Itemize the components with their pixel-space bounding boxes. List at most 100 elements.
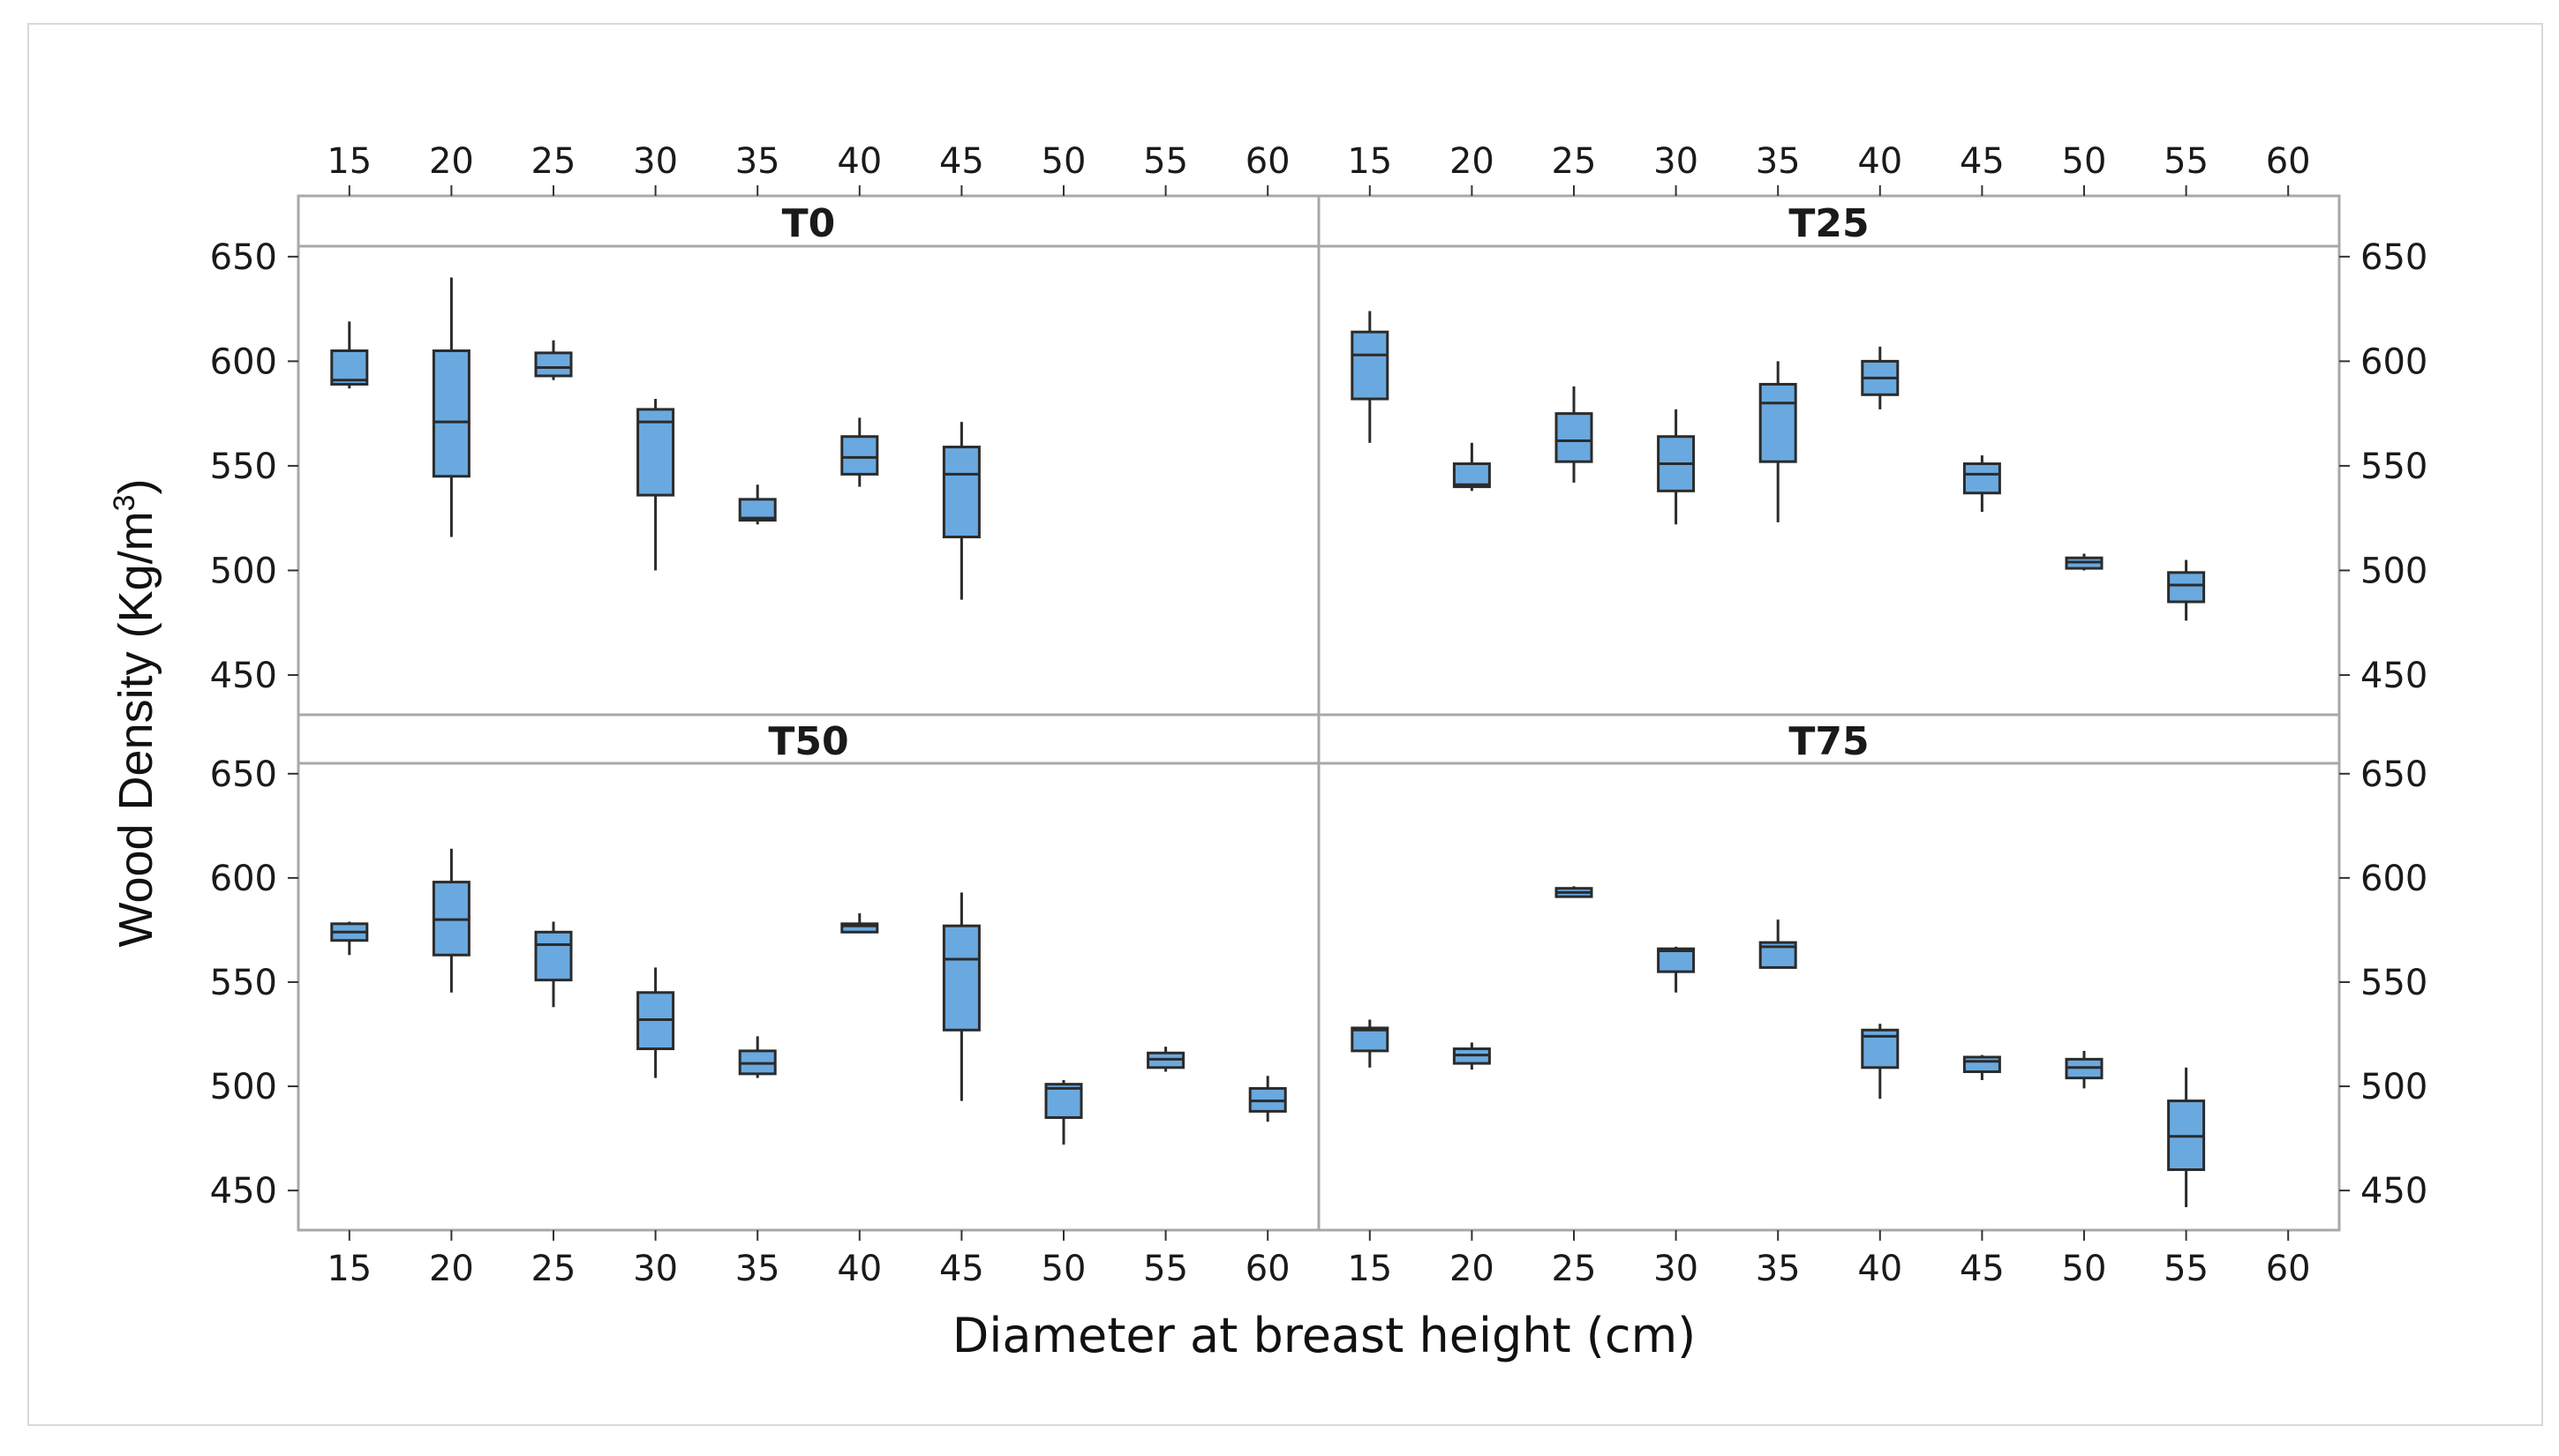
x-tick-label-top: 15 bbox=[1347, 141, 1392, 182]
box-t50-15 bbox=[330, 921, 369, 956]
x-tick-label-top: 45 bbox=[1960, 141, 2005, 182]
iqr-box bbox=[330, 349, 369, 386]
box-t50-20 bbox=[432, 848, 470, 993]
x-tick-label-top: 35 bbox=[1756, 141, 1801, 182]
y-tick-label-right: 450 bbox=[2360, 1171, 2427, 1212]
box-t50-55 bbox=[1147, 1047, 1185, 1072]
x-tick-label-top: 60 bbox=[1246, 141, 1291, 182]
box-t25-30 bbox=[1657, 409, 1696, 525]
y-tick-label-left: 650 bbox=[210, 754, 277, 795]
y-tick-label-right: 650 bbox=[2360, 754, 2427, 795]
iqr-box bbox=[1351, 1026, 1389, 1053]
strip-label-t75: T75 bbox=[1788, 719, 1869, 764]
x-tick-label-top: 20 bbox=[429, 141, 474, 182]
x-tick-label-top: 50 bbox=[1042, 141, 1087, 182]
box-t0-30 bbox=[636, 399, 675, 571]
x-tick-label-bottom: 40 bbox=[837, 1249, 882, 1289]
y-axis-title-sup: 3 bbox=[108, 494, 141, 511]
iqr-box bbox=[1554, 412, 1593, 463]
box-t25-50 bbox=[2065, 553, 2104, 571]
iqr-box bbox=[1962, 462, 2001, 495]
box-t0-15 bbox=[330, 321, 369, 389]
box-t50-60 bbox=[1248, 1076, 1287, 1122]
box-t75-45 bbox=[1962, 1054, 2001, 1080]
axis-ticks: 15 15 20 20 25 25 30 30 35 35 40 40 45 45 50 50 55 55 60 60… bbox=[210, 141, 2428, 1289]
iqr-box bbox=[1452, 462, 1491, 489]
x-tick-label-bottom: 20 bbox=[1449, 1249, 1494, 1289]
x-tick-label-bottom: 60 bbox=[1246, 1249, 1291, 1289]
y-axis-title-main: Wood Density (Kg/m bbox=[109, 511, 162, 947]
box-t25-35 bbox=[1758, 361, 1797, 522]
box-t25-45 bbox=[1962, 455, 2001, 513]
x-tick-label-bottom: 15 bbox=[327, 1249, 372, 1289]
iqr-box bbox=[1351, 330, 1389, 401]
strip-label-t0: T0 bbox=[782, 201, 836, 246]
iqr-box bbox=[534, 351, 573, 378]
box-t75-55 bbox=[2167, 1067, 2206, 1208]
box-t75-50 bbox=[2065, 1050, 2104, 1089]
iqr-box bbox=[1962, 1055, 2001, 1074]
x-tick-label-bottom: 20 bbox=[429, 1249, 474, 1289]
box-t75-35 bbox=[1758, 919, 1797, 969]
x-tick-label-top: 30 bbox=[1653, 141, 1698, 182]
box-t0-40 bbox=[840, 417, 879, 487]
iqr-box bbox=[2167, 571, 2206, 604]
x-tick-label-top: 25 bbox=[1552, 141, 1597, 182]
iqr-box bbox=[942, 924, 981, 1032]
y-axis-title: Wood Density (Kg/m3) bbox=[108, 478, 162, 947]
box-t25-20 bbox=[1452, 442, 1491, 492]
iqr-box bbox=[942, 446, 981, 539]
x-tick-label-top: 50 bbox=[2062, 141, 2107, 182]
x-tick-label-bottom: 45 bbox=[1960, 1249, 2005, 1289]
y-tick-label-left: 450 bbox=[210, 1171, 277, 1212]
x-tick-label-bottom: 45 bbox=[939, 1249, 984, 1289]
strip-label-t50: T50 bbox=[768, 719, 848, 764]
x-tick-label-top: 60 bbox=[2266, 141, 2311, 182]
y-axis-title-close: ) bbox=[109, 478, 162, 494]
x-tick-label-top: 15 bbox=[327, 141, 372, 182]
x-tick-label-top: 20 bbox=[1449, 141, 1494, 182]
strip-t0-bg bbox=[297, 194, 1321, 248]
x-tick-label-bottom: 35 bbox=[1756, 1249, 1801, 1289]
x-tick-label-bottom: 30 bbox=[1653, 1249, 1698, 1289]
iqr-box bbox=[840, 922, 879, 934]
box-t0-20 bbox=[432, 277, 470, 537]
x-tick-label-bottom: 55 bbox=[1143, 1249, 1188, 1289]
iqr-box bbox=[534, 930, 573, 982]
x-tick-label-top: 40 bbox=[837, 141, 882, 182]
y-tick-label-right: 500 bbox=[2360, 551, 2427, 591]
x-tick-label-bottom: 55 bbox=[2164, 1249, 2209, 1289]
y-tick-label-left: 500 bbox=[210, 551, 277, 591]
box-t75-20 bbox=[1452, 1042, 1491, 1070]
box-t0-45 bbox=[942, 422, 981, 600]
x-axis-title: Diameter at breast height (cm) bbox=[952, 1308, 1696, 1363]
x-tick-label-bottom: 15 bbox=[1347, 1249, 1392, 1289]
box-marks bbox=[330, 277, 2206, 1208]
x-tick-label-top: 35 bbox=[735, 141, 780, 182]
iqr-box bbox=[1758, 382, 1797, 463]
y-tick-label-right: 550 bbox=[2360, 963, 2427, 1003]
x-tick-label-bottom: 25 bbox=[531, 1249, 576, 1289]
box-t50-45 bbox=[942, 892, 981, 1101]
x-tick-label-bottom: 35 bbox=[735, 1249, 780, 1289]
box-t25-55 bbox=[2167, 559, 2206, 621]
box-t75-40 bbox=[1861, 1024, 1900, 1100]
x-tick-label-bottom: 25 bbox=[1552, 1249, 1597, 1289]
y-tick-label-right: 450 bbox=[2360, 656, 2427, 696]
x-tick-label-top: 55 bbox=[1143, 141, 1188, 182]
iqr-box bbox=[636, 408, 675, 497]
y-tick-label-right: 500 bbox=[2360, 1067, 2427, 1107]
x-tick-label-bottom: 50 bbox=[2062, 1249, 2107, 1289]
box-t75-15 bbox=[1351, 1019, 1389, 1068]
x-tick-label-top: 55 bbox=[2164, 141, 2209, 182]
panel-t0-area bbox=[297, 244, 1321, 717]
box-t50-35 bbox=[738, 1036, 777, 1078]
x-tick-label-top: 25 bbox=[531, 141, 576, 182]
y-tick-label-right: 550 bbox=[2360, 447, 2427, 487]
box-t75-30 bbox=[1657, 946, 1696, 993]
iqr-box bbox=[1657, 947, 1696, 973]
y-tick-label-left: 450 bbox=[210, 656, 277, 696]
box-t75-25 bbox=[1554, 886, 1593, 898]
panel-t50-area bbox=[297, 762, 1321, 1232]
y-tick-label-right: 650 bbox=[2360, 237, 2427, 278]
